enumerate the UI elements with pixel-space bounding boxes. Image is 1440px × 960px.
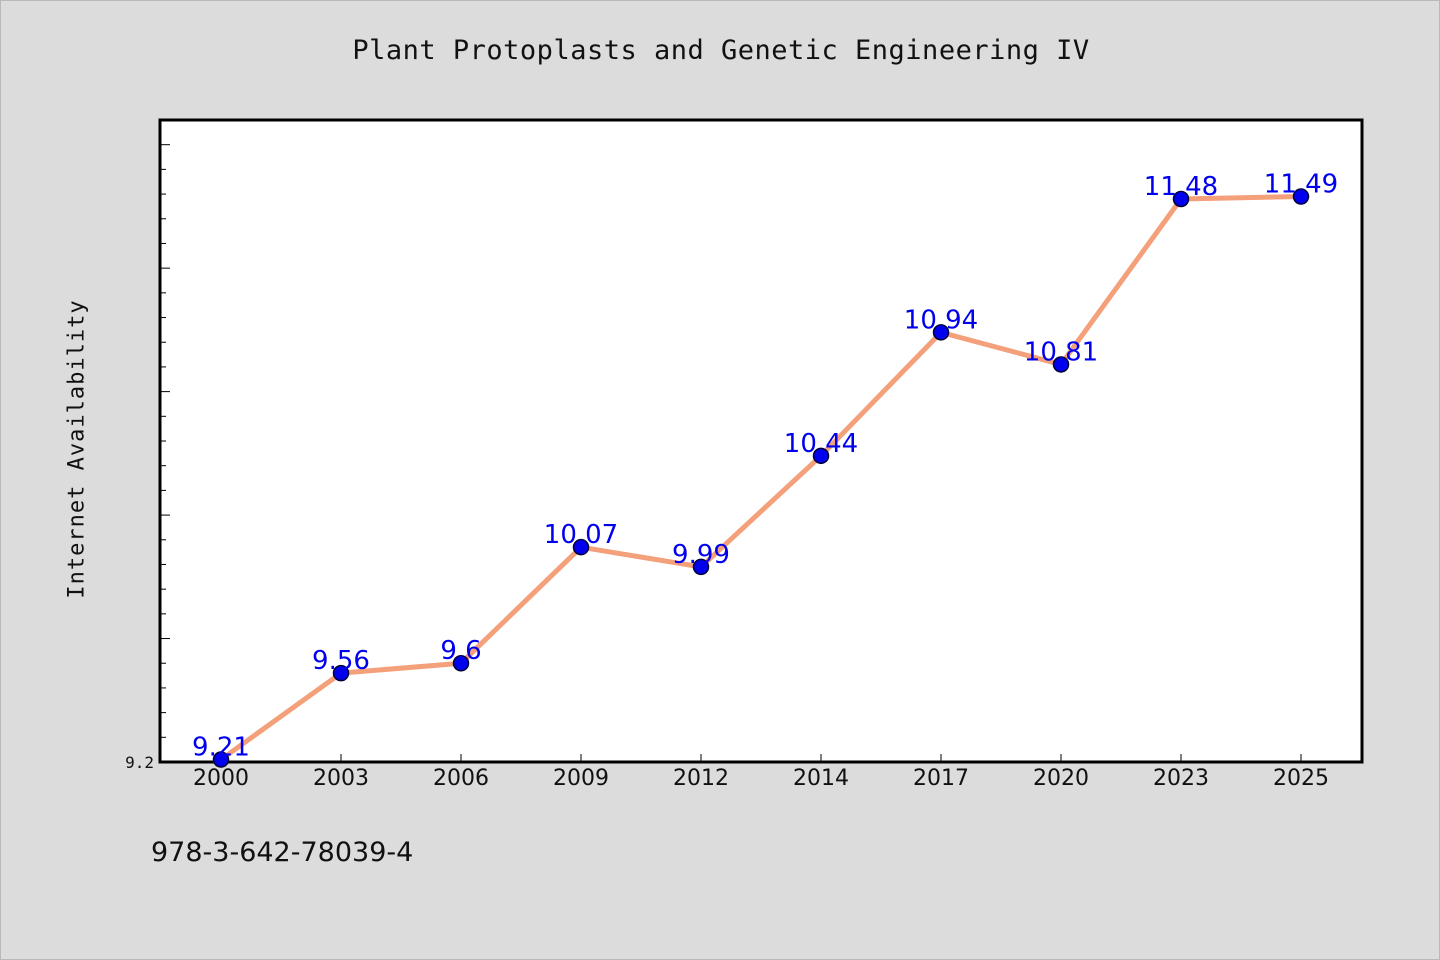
x-tick-label: 2003 [313, 766, 369, 791]
x-tick-label: 2006 [433, 766, 489, 791]
chart-title: Plant Protoplasts and Genetic Engineerin… [352, 35, 1090, 66]
x-tick-label: 2014 [793, 766, 849, 791]
y-axis-tick-labels: 9.2 [125, 753, 154, 772]
data-point [452, 654, 470, 672]
data-point [1172, 190, 1190, 208]
data-label: 10.07 [544, 520, 618, 550]
data-point [1292, 188, 1310, 205]
data-label: 10.81 [1024, 337, 1098, 367]
x-tick-label: 2017 [913, 766, 969, 791]
x-tick-label: 2000 [193, 766, 249, 791]
x-tick-label: 2012 [673, 766, 729, 791]
data-label: 11.48 [1144, 172, 1218, 202]
data-point [692, 558, 710, 576]
x-tick-label: 2023 [1153, 766, 1209, 791]
y-axis-ticks [160, 119, 170, 763]
data-labels: 9.21 9.56 9.6 10.07 9.99 10.44 10.94 10.81 11.48… [192, 170, 1338, 763]
data-label: 9.21 [192, 733, 250, 763]
data-point [212, 751, 230, 768]
isbn-text: 978-3-642-78039-4 [151, 837, 414, 868]
data-label: 9.99 [672, 540, 730, 570]
data-point [932, 324, 950, 341]
data-point [1052, 356, 1070, 373]
x-axis-tick-labels: 2000 2003 2006 2009 2012 2014 2017 2020 2023 2025 [193, 766, 1329, 791]
data-label: 9.6 [440, 636, 481, 666]
x-tick-label: 2025 [1273, 766, 1329, 791]
data-label: 10.44 [784, 429, 858, 459]
data-label: 10.94 [904, 305, 978, 335]
series-line [219, 194, 1302, 762]
x-tick-label: 2009 [553, 766, 609, 791]
data-label: 9.56 [312, 646, 370, 676]
data-markers [212, 188, 1310, 768]
data-point [332, 664, 350, 682]
x-tick-label: 2020 [1033, 766, 1089, 791]
data-point [572, 538, 590, 556]
data-label: 11.49 [1264, 170, 1338, 200]
series-line-group [219, 194, 1302, 762]
y-tick-label: 9.2 [125, 753, 154, 772]
data-point [812, 447, 830, 465]
